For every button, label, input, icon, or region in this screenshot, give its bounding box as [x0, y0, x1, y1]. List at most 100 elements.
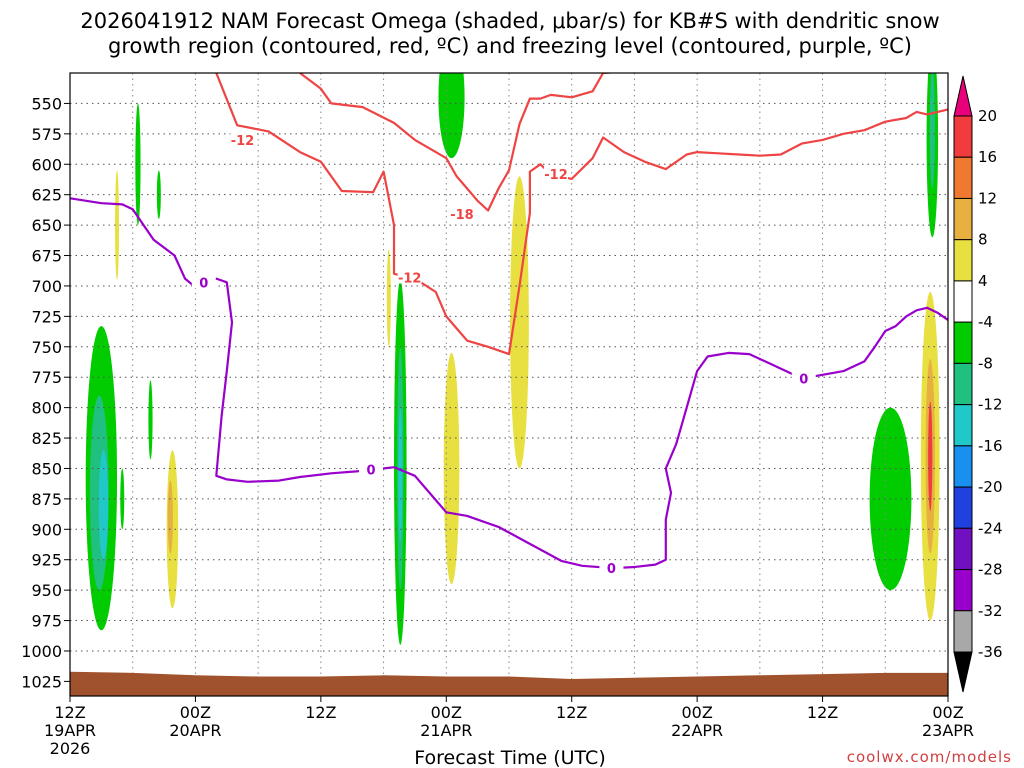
freezing-label-4-bg [791, 370, 816, 385]
y-tick-label: 775 [31, 368, 62, 387]
dgz-label-4: -12 [544, 168, 568, 183]
x-tick-label: 23APR [922, 721, 974, 740]
omega-region-9 [115, 170, 120, 280]
y-tick-label: 925 [31, 551, 62, 570]
colorbar: 20 16 12 8 4 -4 -8 -12 -16 -20 -24 -28 -32 -36 [953, 75, 1003, 693]
freezing-label-1-bg [191, 274, 216, 289]
y-tick-label: 700 [31, 277, 62, 296]
x-tick-label: 00Z [681, 703, 712, 722]
colorbar-box-12 [953, 569, 973, 612]
colorbar-box-3 [953, 197, 973, 241]
colorbar-box-10 [953, 486, 973, 529]
freezing-label-4: 0 [799, 372, 808, 387]
y-tick-label: 900 [31, 520, 62, 539]
colorbar-label: -24 [978, 519, 1003, 537]
freezing-label-3-bg [599, 560, 624, 575]
colorbar-label: 4 [978, 272, 988, 290]
colorbar-label: 12 [978, 189, 997, 207]
colorbar-bottom-arrow [953, 651, 973, 693]
colorbar-label: 16 [978, 148, 997, 166]
colorbar-label: -16 [978, 437, 1003, 455]
omega-region-13 [398, 407, 403, 542]
freezing-label-2: 0 [367, 464, 376, 479]
x-tick-label: 12Z [556, 703, 587, 722]
freezing-label-1: 0 [199, 276, 208, 291]
gridlines [69, 73, 949, 696]
x-tick-label: 2026 [50, 739, 91, 758]
colorbar-label: 20 [978, 107, 997, 125]
omega-region-22 [928, 401, 933, 512]
dgz-contour-lower [299, 73, 619, 212]
x-tick-label: 12Z [807, 703, 838, 722]
y-tick-label: 550 [31, 94, 62, 113]
colorbar-box-2 [953, 156, 973, 199]
omega-region-8 [167, 480, 173, 554]
freezing-label-2-bg [359, 461, 384, 476]
y-tick-label: 1025 [21, 672, 62, 691]
colorbar-box-1 [953, 115, 973, 158]
dgz-label-3: -18 [450, 208, 474, 223]
y-tick-label: 975 [31, 612, 62, 631]
colorbar-box-9 [953, 445, 973, 488]
chart-title-line2: growth region (contoured, red, ºC) and f… [108, 34, 912, 58]
dgz-label-2-bg [397, 269, 422, 284]
colorbar-label: -12 [978, 396, 1003, 414]
y-tick-label: 675 [31, 247, 62, 266]
y-tick-label: 875 [31, 490, 62, 509]
dgz-label-4-bg [544, 165, 569, 180]
x-tick-label: 00Z [180, 703, 211, 722]
colorbar-label: -36 [978, 643, 1003, 661]
contours: -12 -12 -18 -12 0 0 0 0 [70, 73, 948, 577]
x-tick-label: 19APR [44, 721, 96, 740]
omega-shading [85, 73, 940, 645]
dgz-contour-upper [215, 73, 948, 356]
freezing-contour [70, 197, 948, 570]
y-tick-label: 950 [31, 581, 62, 600]
colorbar-label: -4 [978, 313, 993, 331]
y-tick-label: 800 [31, 399, 62, 418]
y-tick-label: 600 [31, 155, 62, 174]
y-axis: 550 575 600 625 650 675 700 725 750 775 800 825 850 8… [21, 94, 70, 691]
omega-region-10 [386, 249, 391, 347]
credit-text: coolwx.com/models [847, 748, 1012, 766]
y-tick-label: 825 [31, 429, 62, 448]
omega-region-5 [148, 380, 153, 460]
x-tick-label: 20APR [169, 721, 221, 740]
colorbar-box-4 [953, 239, 973, 282]
colorbar-box-13 [953, 610, 973, 653]
y-tick-label: 650 [31, 216, 62, 235]
y-tick-label: 725 [31, 307, 62, 326]
colorbar-label: -28 [978, 561, 1003, 579]
omega-region-14 [443, 352, 460, 585]
y-tick-label: 850 [31, 459, 62, 478]
colorbar-box-11 [953, 527, 973, 571]
dgz-label-3-bg [449, 206, 474, 221]
colorbar-label: -32 [978, 602, 1003, 620]
colorbar-label: -20 [978, 478, 1003, 496]
omega-region-6 [120, 468, 125, 530]
freezing-label-3: 0 [607, 562, 616, 577]
omega-region-16 [438, 73, 465, 159]
colorbar-label: -8 [978, 354, 993, 372]
chart-title-line1: 2026041912 NAM Forecast Omega (shaded, μ… [80, 9, 939, 33]
x-tick-label: 12Z [54, 703, 85, 722]
ground-surface [70, 671, 948, 696]
colorbar-box-5 [953, 280, 973, 323]
colorbar-label: 8 [978, 231, 988, 249]
x-tick-label: 22APR [671, 721, 723, 740]
omega-region-2 [98, 450, 109, 560]
y-tick-label: 625 [31, 186, 62, 205]
x-tick-label: 12Z [305, 703, 336, 722]
dgz-label-1: -12 [231, 134, 255, 149]
dgz-label-2: -12 [398, 271, 422, 286]
omega-region-19 [929, 73, 935, 189]
dgz-label-1-bg [230, 131, 255, 146]
y-tick-label: 575 [31, 125, 62, 144]
x-tick-label: 00Z [431, 703, 462, 722]
y-tick-label: 750 [31, 338, 62, 357]
colorbar-top-arrow [953, 75, 973, 117]
colorbar-box-8 [953, 404, 973, 447]
ground-area [70, 671, 948, 696]
